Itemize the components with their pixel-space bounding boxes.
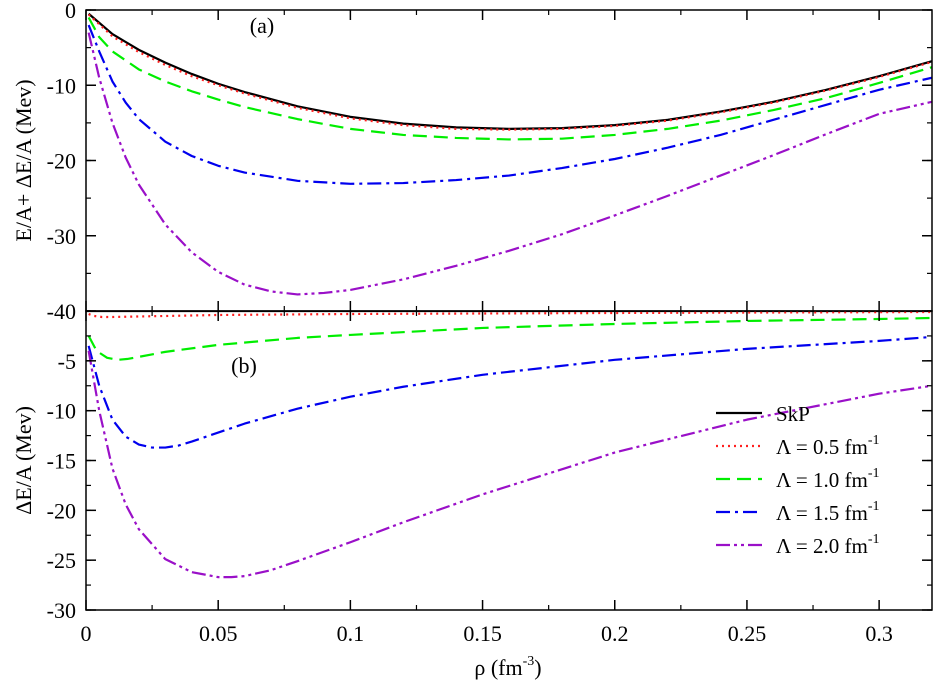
y-tick-label-a: -30	[47, 224, 76, 249]
series-l10-panel-a	[87, 16, 932, 141]
y-tick-label-b: -25	[47, 548, 76, 573]
series-l20-panel-b	[87, 350, 932, 579]
series-l15-panel-a	[87, 24, 932, 185]
y-tick-label-b: -5	[58, 349, 76, 374]
y-tick-label-b: -30	[47, 598, 76, 623]
series-l20-panel-a	[87, 32, 932, 296]
y-tick-label-a: -10	[47, 73, 76, 98]
x-tick-label: 0.05	[199, 621, 238, 646]
series-l05-panel-b	[88, 311, 932, 319]
plot-frame-b	[85, 310, 933, 611]
x-tick-label: 0.3	[865, 621, 893, 646]
series-l10-panel-b	[87, 316, 932, 361]
series-l05-panel-a	[87, 13, 932, 131]
x-tick-label: 0.25	[728, 621, 767, 646]
y-axis-title-b: ΔE/A (Mev)	[11, 406, 36, 515]
legend-label-l10: Λ = 1.0 fm-1	[776, 466, 880, 492]
y-tick-label-b: -10	[47, 399, 76, 424]
panel-b: -5 -10 -15 -20 -25 -30 (b) ΔE/A (Mev) SkP Λ = 0.5…	[11, 310, 933, 623]
legend-label-l05: Λ = 0.5 fm-1	[776, 433, 880, 459]
x-axis-title: ρ (fm-3)	[474, 654, 541, 680]
y-tick-label-a: -40	[47, 299, 76, 324]
panel-label-a: (a)	[250, 13, 274, 38]
series-l15-panel-b	[87, 335, 932, 449]
plot-frame-a	[85, 9, 933, 312]
x-tick-label: 0.1	[337, 621, 365, 646]
legend-label-l20: Λ = 2.0 fm-1	[776, 532, 880, 558]
y-tick-label-b: -20	[47, 498, 76, 523]
y-tick-label-a: -20	[47, 149, 76, 174]
legend-label-l15: Λ = 1.5 fm-1	[776, 499, 880, 525]
x-tick-label: 0	[81, 621, 92, 646]
panel-label-b: (b)	[231, 353, 257, 378]
x-tick-label: 0.15	[463, 621, 502, 646]
y-axis-title-a: E/A+ ΔE/A (Mev)	[11, 79, 36, 241]
y-tick-label-b: -15	[47, 449, 76, 474]
panel-a: 0 -10 -20 -30 -40 (a) E/A+ ΔE/A (Mev)	[11, 0, 933, 324]
legend: SkP Λ = 0.5 fm-1 Λ = 1.0 fm-1 Λ = 1.5 fm-1 Λ…	[716, 402, 880, 558]
legend-label-skp: SkP	[776, 402, 810, 426]
y-tick-label-a: 0	[65, 0, 76, 23]
x-tick-label: 0.2	[601, 621, 629, 646]
